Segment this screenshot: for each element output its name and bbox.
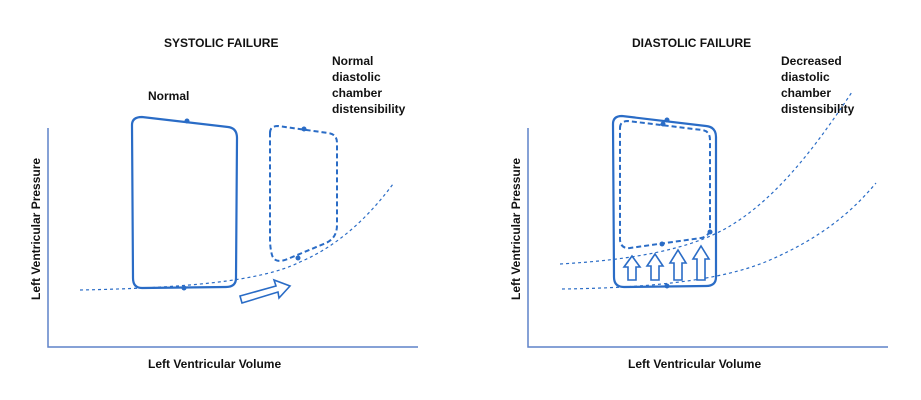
x-axis-label: Left Ventricular Volume <box>628 357 761 371</box>
panel-title: SYSTOLIC FAILURE <box>164 36 278 50</box>
normal-pv-loop <box>619 119 711 250</box>
note-line: chamber <box>781 86 831 100</box>
stiff-pressure-volume-curve <box>559 91 853 265</box>
shifted-pv-loop <box>269 124 338 262</box>
axes <box>47 128 418 348</box>
decreased-distensibility-label: Decreased diastolic chamber distensibili… <box>781 54 855 116</box>
note-line: diastolic <box>332 70 381 84</box>
note-line: distensibility <box>332 102 406 116</box>
loop-marker <box>184 118 190 124</box>
loop-marker <box>664 117 670 123</box>
normal-distensibility-label: Normal diastolic chamber distensibility <box>332 54 406 116</box>
loop-marker <box>301 126 307 132</box>
note-line: diastolic <box>781 70 830 84</box>
normal-pressure-volume-curve <box>561 182 877 290</box>
diastolic-failure-panel: DIASTOLIC FAILURE Decreased diastolic ch… <box>509 36 888 371</box>
note-line: Normal <box>332 54 373 68</box>
loop-marker <box>707 229 713 235</box>
x-axis-label: Left Ventricular Volume <box>148 357 281 371</box>
note-line: distensibility <box>781 102 855 116</box>
loop-marker <box>295 255 301 261</box>
normal-label: Normal <box>148 89 189 103</box>
y-axis-label: Left Ventricular Pressure <box>509 158 523 300</box>
diastolic-failure-pv-loop <box>611 114 718 289</box>
up-arrow-icon <box>645 252 665 281</box>
systolic-failure-panel: SYSTOLIC FAILURE Normal Normal diastolic… <box>29 36 418 371</box>
normal-pv-loop <box>130 115 239 290</box>
up-arrow-icon <box>668 248 688 281</box>
up-arrow-icon <box>622 254 642 281</box>
loop-marker <box>181 285 187 291</box>
loop-marker <box>664 283 670 289</box>
panel-title: DIASTOLIC FAILURE <box>632 36 751 50</box>
y-axis-label: Left Ventricular Pressure <box>29 158 43 300</box>
axes <box>527 128 888 348</box>
loop-marker <box>659 241 665 247</box>
note-line: chamber <box>332 86 382 100</box>
shift-right-arrow-icon <box>239 278 292 305</box>
up-arrow-icon <box>691 244 711 281</box>
note-line: Decreased <box>781 54 842 68</box>
loop-marker <box>660 121 666 127</box>
